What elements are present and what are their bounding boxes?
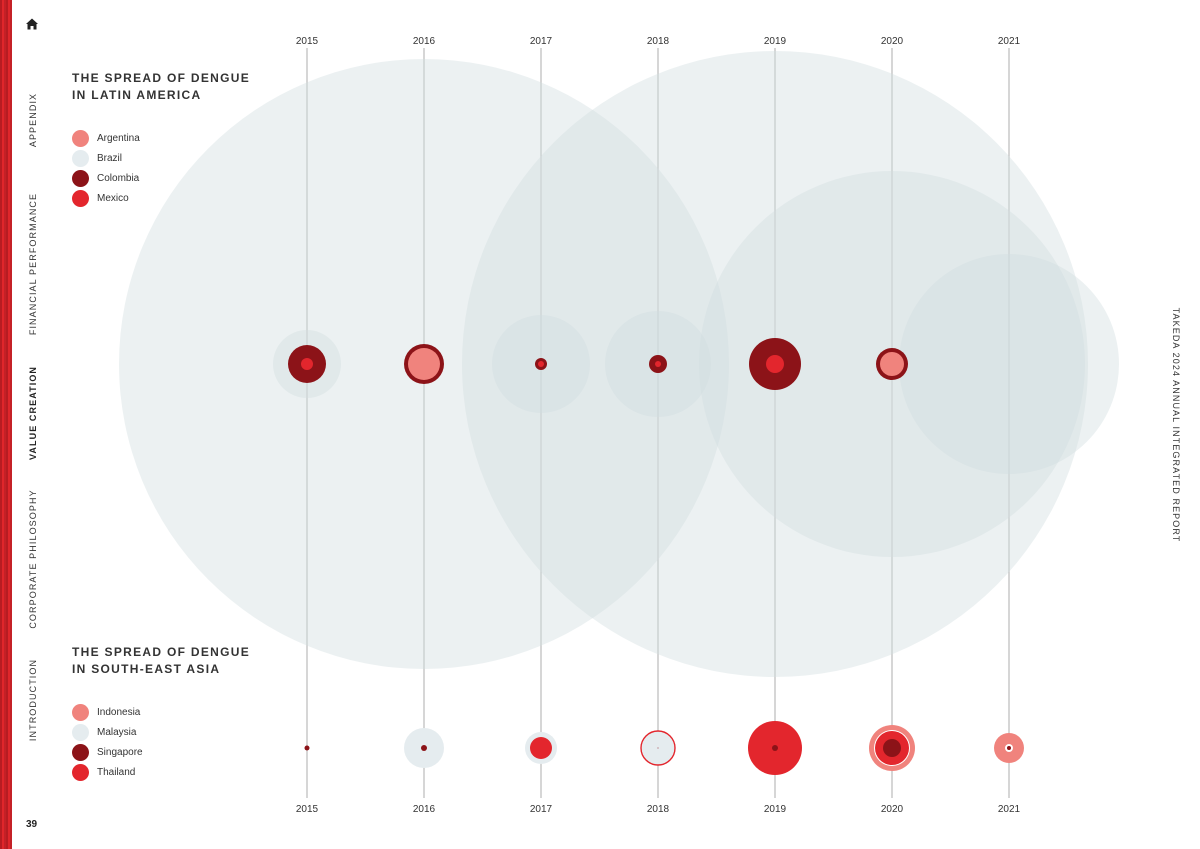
legend-item-malaysia: Malaysia [72, 722, 143, 742]
legend-swatch-indonesia [72, 703, 89, 721]
year-label-bottom-2018: 2018 [647, 804, 670, 815]
legend-label-singapore: Singapore [97, 746, 143, 758]
year-label-bottom-2020: 2020 [881, 804, 904, 815]
home-icon[interactable] [25, 17, 39, 31]
year-label-bottom-2019: 2019 [764, 804, 787, 815]
legend-swatch-thailand [72, 763, 89, 781]
year-label-bottom-2016: 2016 [413, 804, 436, 815]
bubble-mexico-2017 [538, 361, 544, 367]
legend-swatch-singapore [72, 743, 89, 761]
legend-swatch-colombia [72, 169, 89, 187]
bubble-argentina-2020 [880, 352, 904, 376]
bubble-singapore-2018 [657, 747, 659, 749]
bubble-thailand-2018 [640, 730, 676, 766]
legend-swatch-malaysia [72, 723, 89, 741]
year-label-top-2021: 2021 [998, 36, 1021, 47]
latin-america-legend: Argentina Brazil Colombia Mexico [72, 128, 140, 208]
legend-label-mexico: Mexico [97, 192, 129, 204]
bubble-singapore-2016 [421, 745, 427, 751]
bubble-mexico-2015 [301, 358, 313, 370]
south-east-asia-title-line-2: IN SOUTH-EAST ASIA [72, 662, 221, 676]
year-label-top-2020: 2020 [881, 36, 904, 47]
year-label-top-2015: 2015 [296, 36, 319, 47]
legend-swatch-brazil [72, 149, 89, 167]
legend-item-colombia: Colombia [72, 168, 140, 188]
legend-item-thailand: Thailand [72, 762, 143, 782]
bubble-argentina-2016 [408, 348, 440, 380]
year-label-bottom-2021: 2021 [998, 804, 1021, 815]
legend-item-mexico: Mexico [72, 188, 140, 208]
year-label-top-2018: 2018 [647, 36, 670, 47]
year-label-top-2017: 2017 [530, 36, 553, 47]
legend-item-indonesia: Indonesia [72, 702, 143, 722]
bubble-brazil-2021 [899, 254, 1119, 474]
legend-label-indonesia: Indonesia [97, 706, 141, 718]
latin-america-title-line-2: IN LATIN AMERICA [72, 88, 202, 102]
year-label-bottom-2015: 2015 [296, 804, 319, 815]
legend-swatch-mexico [72, 189, 89, 207]
legend-item-singapore: Singapore [72, 742, 143, 762]
bubble-mexico-2019 [766, 355, 784, 373]
bubble-singapore-2015 [304, 745, 310, 751]
latin-america-title: THE SPREAD OF DENGUE IN LATIN AMERICA [72, 70, 292, 104]
year-label-top-2016: 2016 [413, 36, 436, 47]
legend-label-thailand: Thailand [97, 766, 136, 778]
legend-label-malaysia: Malaysia [97, 726, 137, 738]
page-number: 39 [26, 819, 38, 830]
legend-label-colombia: Colombia [97, 172, 140, 184]
bubble-singapore-2019 [772, 745, 778, 751]
bubble-singapore-2021 [1007, 746, 1011, 750]
legend-item-brazil: Brazil [72, 148, 140, 168]
legend-swatch-argentina [72, 129, 89, 147]
bubble-mexico-2018 [655, 361, 661, 367]
south-east-asia-title: THE SPREAD OF DENGUE IN SOUTH-EAST ASIA [72, 644, 292, 678]
legend-item-argentina: Argentina [72, 128, 140, 148]
year-label-top-2019: 2019 [764, 36, 787, 47]
south-east-asia-legend: Indonesia Malaysia Singapore Thailand [72, 702, 143, 782]
bubble-singapore-2020 [883, 739, 901, 757]
latin-america-title-line-1: THE SPREAD OF DENGUE [72, 71, 251, 85]
south-east-asia-title-line-1: THE SPREAD OF DENGUE [72, 645, 251, 659]
year-label-bottom-2017: 2017 [530, 804, 553, 815]
edge-stripe [0, 0, 12, 849]
bubble-thailand-2017 [530, 737, 552, 759]
legend-label-argentina: Argentina [97, 132, 140, 144]
legend-label-brazil: Brazil [97, 152, 123, 164]
